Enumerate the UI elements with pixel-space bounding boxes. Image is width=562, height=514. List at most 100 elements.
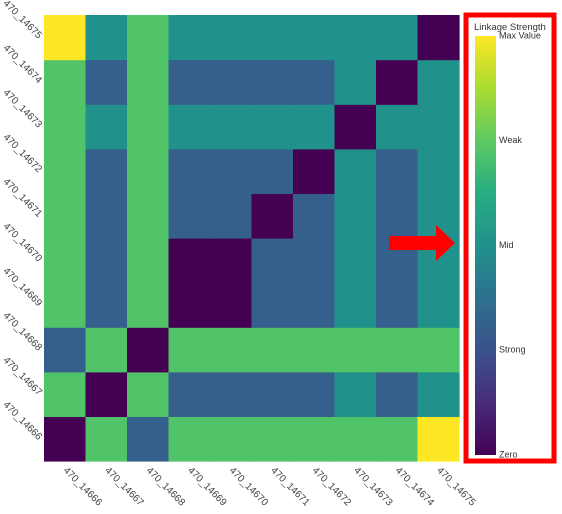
heatmap-cell	[210, 148, 253, 194]
heatmap-cell	[168, 371, 211, 417]
y-tick-label: 470_14674	[1, 43, 44, 86]
colorbar-tick-label: Zero	[499, 449, 518, 459]
heatmap-cell	[293, 148, 336, 194]
heatmap-cell	[210, 327, 253, 373]
heatmap-cell	[334, 238, 377, 284]
heatmap-cell	[85, 193, 128, 239]
heatmap-cell	[168, 148, 211, 194]
heatmap-cell	[44, 59, 87, 105]
heatmap-cell	[127, 238, 170, 284]
x-tick-label: 470_14666	[61, 465, 104, 508]
colorbar-gradient	[475, 36, 496, 455]
y-tick-label: 470_14666	[1, 400, 44, 443]
heatmap-cell	[127, 15, 170, 61]
heatmap-cell	[293, 15, 336, 61]
x-tick-label: 470_14675	[434, 465, 477, 508]
colorbar-tick-labels: Max Value Weak Mid Strong Zero	[499, 30, 541, 459]
x-tick-label: 470_14670	[227, 465, 270, 508]
heatmap-cell	[334, 148, 377, 194]
x-tick-label: 470_14668	[144, 465, 187, 508]
heatmap-cell	[85, 238, 128, 284]
heatmap-cell	[44, 148, 87, 194]
y-tick-label: 470_14668	[1, 310, 44, 353]
heatmap-cell	[127, 59, 170, 105]
heatmap-cell	[293, 238, 336, 284]
heatmap-cell	[251, 59, 294, 105]
heatmap-cell	[251, 148, 294, 194]
heatmap-cell	[376, 15, 419, 61]
heatmap-cell	[85, 15, 128, 61]
x-tick-label: 470_14674	[393, 465, 436, 508]
heatmap-cell	[334, 416, 377, 462]
heatmap-cell	[168, 282, 211, 328]
heatmap-cell	[334, 327, 377, 373]
heatmap-cell	[127, 104, 170, 150]
x-tick-label: 470_14669	[185, 465, 228, 508]
colorbar-tick-label: Strong	[499, 345, 526, 355]
heatmap-cell	[210, 282, 253, 328]
heatmap-cell	[85, 282, 128, 328]
heatmap-cell	[417, 282, 460, 328]
heatmap-cell	[210, 193, 253, 239]
heatmap-cell	[168, 238, 211, 284]
heatmap-cell	[417, 148, 460, 194]
colorbar-highlight-box	[463, 12, 557, 464]
heatmap-cell	[168, 104, 211, 150]
heatmap-cell	[85, 104, 128, 150]
y-tick-label: 470_14672	[1, 132, 44, 175]
heatmap-cell	[210, 104, 253, 150]
heatmap-cell	[293, 371, 336, 417]
heatmap-cell	[334, 193, 377, 239]
heatmap-cell	[376, 416, 419, 462]
heatmap-cell	[251, 238, 294, 284]
heatmap-cell	[376, 327, 419, 373]
x-tick-label: 470_14671	[268, 465, 311, 508]
heatmap-cell	[251, 193, 294, 239]
heatmap-cell	[293, 104, 336, 150]
heatmap-cell	[168, 15, 211, 61]
heatmap-cell	[127, 371, 170, 417]
heatmap-cells	[44, 15, 460, 462]
colorbar-tick-label: Weak	[499, 135, 522, 145]
heatmap-cell	[251, 104, 294, 150]
x-axis-tick-labels: 470_14666470_14667470_14668470_14669470_…	[61, 465, 478, 508]
heatmap-cell	[168, 193, 211, 239]
heatmap-cell	[127, 193, 170, 239]
heatmap-cell	[44, 238, 87, 284]
y-axis-tick-labels: 470_14666470_14667470_14668470_14669470_…	[1, 0, 44, 443]
heatmap-cell	[127, 148, 170, 194]
x-tick-label: 470_14673	[351, 465, 394, 508]
heatmap-cell	[417, 327, 460, 373]
heatmap-cell	[417, 104, 460, 150]
red-arrow-annotation	[389, 225, 455, 261]
heatmap-cell	[417, 59, 460, 105]
heatmap-cell	[44, 282, 87, 328]
heatmap-cell	[44, 416, 87, 462]
heatmap-cell	[127, 282, 170, 328]
heatmap-cell	[168, 327, 211, 373]
heatmap-cell	[293, 193, 336, 239]
heatmap-cell	[293, 59, 336, 105]
heatmap-cell	[44, 104, 87, 150]
heatmap-cell	[293, 282, 336, 328]
heatmap-cell	[127, 327, 170, 373]
heatmap-cell	[210, 416, 253, 462]
heatmap-cell	[251, 327, 294, 373]
heatmap-cell	[376, 148, 419, 194]
colorbar-title: Linkage Strength	[474, 22, 546, 33]
y-tick-label: 470_14673	[1, 87, 44, 130]
heatmap-cell	[44, 15, 87, 61]
heatmap-cell	[376, 193, 419, 239]
heatmap-cell	[44, 327, 87, 373]
heatmap-cell	[85, 59, 128, 105]
y-tick-label: 470_14669	[1, 266, 44, 309]
heatmap-cell	[334, 282, 377, 328]
colorbar: Linkage Strength Max Value Weak Mid Strong Z…	[474, 22, 546, 459]
heatmap-cell	[334, 104, 377, 150]
heatmap-cell	[251, 416, 294, 462]
x-tick-label: 470_14672	[310, 465, 353, 508]
heatmap-cell	[85, 148, 128, 194]
heatmap-cell	[376, 371, 419, 417]
y-tick-label: 470_14670	[1, 221, 44, 264]
